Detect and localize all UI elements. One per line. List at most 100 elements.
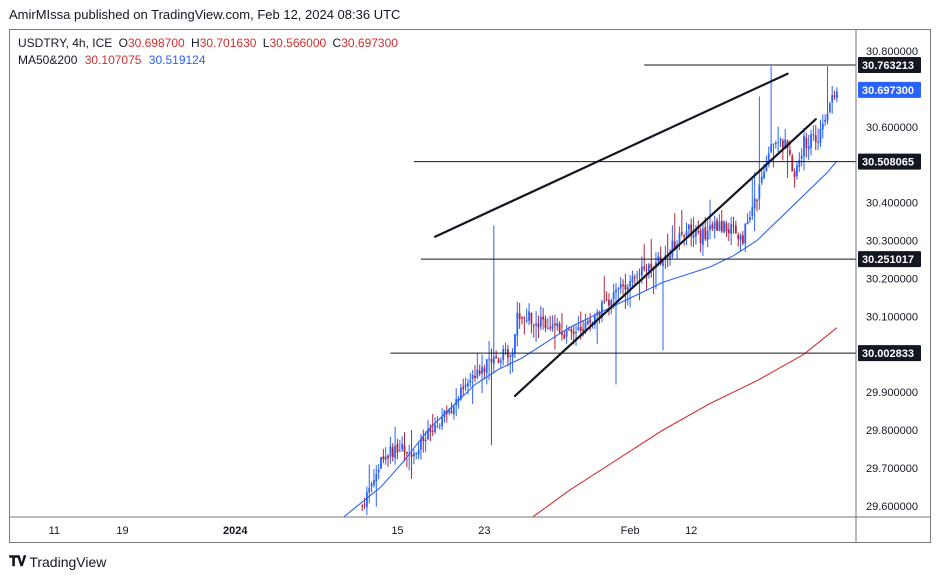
candle — [817, 128, 819, 151]
candle — [570, 327, 573, 341]
candle-body — [727, 229, 730, 234]
candle-body — [817, 141, 819, 143]
tradingview-logo-icon: 𝐓𝐕 — [9, 553, 26, 569]
candle-body — [584, 322, 587, 333]
candle-body — [774, 142, 777, 144]
candle-body — [429, 428, 432, 433]
candle — [800, 148, 803, 167]
candle — [535, 311, 537, 343]
candle — [490, 348, 493, 446]
candle-body — [502, 349, 505, 361]
candle — [753, 172, 756, 232]
price-label-box — [858, 56, 921, 73]
close-value: 30.697300 — [341, 36, 398, 50]
low-value: 30.566000 — [269, 36, 327, 50]
candle-body — [723, 221, 725, 233]
candle — [438, 423, 441, 430]
level-price-label: 30.508065 — [858, 153, 921, 170]
candle — [601, 299, 603, 323]
footer-brand[interactable]: 𝐓𝐕 TradingView — [9, 553, 106, 570]
price-tick-label: 29.700000 — [866, 463, 918, 475]
candle — [739, 233, 742, 252]
candle-body — [549, 327, 552, 329]
candle-body — [633, 277, 636, 279]
price-tick-label: 29.900000 — [866, 387, 918, 399]
candle-body — [711, 224, 714, 229]
candle-body — [521, 317, 523, 319]
candle — [556, 317, 559, 331]
candle — [631, 270, 634, 289]
candle — [671, 225, 674, 259]
candle — [770, 66, 772, 154]
candle — [361, 504, 364, 511]
candle-body — [680, 231, 683, 234]
candle — [507, 344, 509, 367]
candle — [554, 314, 556, 350]
candle — [368, 464, 371, 504]
candle — [746, 213, 749, 225]
price-label-box — [858, 81, 921, 98]
candle — [366, 486, 368, 515]
candle-body — [772, 143, 775, 145]
candle-body — [819, 129, 822, 143]
candle-body — [716, 220, 718, 231]
candle-body — [814, 135, 817, 142]
candle-body — [763, 171, 765, 179]
candle — [678, 226, 681, 251]
candle-body — [631, 276, 634, 283]
price-tick-label: 30.600000 — [866, 122, 918, 134]
candle — [831, 85, 834, 114]
candle — [723, 220, 725, 234]
candle-body — [608, 299, 610, 306]
price-label-text: 30.251017 — [862, 254, 914, 266]
price-label-text: 30.763213 — [862, 60, 914, 72]
candle — [622, 279, 624, 295]
candle-body — [366, 492, 368, 508]
candle — [814, 124, 817, 151]
candle-body — [438, 425, 441, 427]
candle — [833, 90, 836, 101]
candle — [443, 409, 446, 423]
candle — [709, 199, 711, 240]
candle-body — [751, 207, 754, 216]
price-label-box — [858, 251, 921, 268]
candle-body — [678, 233, 681, 246]
candle — [387, 454, 389, 467]
candle-body — [481, 366, 483, 374]
ma-row: MA50&200 30.107075 30.519124 — [18, 52, 398, 69]
candle-body — [791, 156, 794, 172]
candle — [605, 291, 608, 302]
candle-body — [784, 139, 787, 149]
candle-body — [756, 199, 758, 201]
candle-body — [417, 449, 420, 455]
candle — [558, 321, 561, 335]
candle — [474, 365, 476, 382]
plot-content — [342, 64, 856, 517]
candle-body — [824, 119, 827, 122]
candle-body — [734, 225, 737, 234]
candle-body — [713, 221, 716, 230]
candle-body — [462, 386, 465, 390]
candle — [636, 270, 639, 282]
candle-body — [561, 332, 563, 335]
time-tick-label: 15 — [391, 525, 403, 537]
candle — [497, 357, 500, 364]
candle-body — [821, 123, 824, 130]
candle-body — [605, 299, 608, 301]
time-tick-label: Feb — [621, 525, 640, 537]
candle-body — [673, 241, 676, 251]
candle-body — [572, 331, 575, 335]
candle — [410, 430, 413, 479]
candle-body — [796, 165, 798, 177]
candle — [405, 451, 408, 468]
candle — [777, 126, 780, 153]
candle — [565, 325, 568, 344]
candle-body — [629, 281, 631, 287]
candle — [495, 350, 498, 360]
candle — [422, 429, 425, 453]
candle-body — [467, 383, 469, 387]
candle — [643, 244, 646, 272]
candle-body — [593, 315, 596, 325]
candle — [732, 216, 735, 234]
